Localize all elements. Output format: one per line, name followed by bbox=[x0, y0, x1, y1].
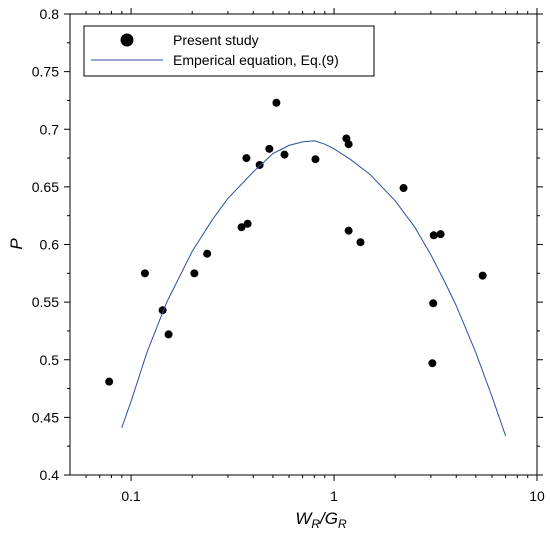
data-point bbox=[190, 269, 199, 278]
data-point bbox=[429, 231, 438, 240]
legend-label-empirical-equation: Emperical equation, Eq.(9) bbox=[173, 52, 339, 68]
axis-ticks: 0.4 0.45 0.5 0.55 0.6 0.65 0.7 0.75 0.8 0.1 1 10 bbox=[32, 6, 545, 504]
data-point bbox=[344, 140, 353, 149]
data-point bbox=[311, 155, 320, 164]
legend-label-present-study: Present study bbox=[173, 32, 259, 48]
y-tick-label: 0.4 bbox=[40, 467, 60, 483]
data-point bbox=[265, 144, 274, 153]
data-point bbox=[272, 98, 281, 107]
x-axis-title-slash: / bbox=[319, 509, 327, 528]
data-point bbox=[399, 184, 408, 193]
data-point bbox=[242, 154, 251, 163]
data-point bbox=[237, 223, 246, 232]
y-tick-label: 0.5 bbox=[40, 352, 60, 368]
data-point bbox=[280, 150, 289, 159]
y-tick-label: 0.7 bbox=[40, 121, 60, 137]
series-layer bbox=[105, 98, 507, 436]
y-tick-label: 0.6 bbox=[40, 237, 60, 253]
y-tick-label: 0.45 bbox=[32, 409, 59, 425]
x-tick-label: 10 bbox=[529, 488, 545, 504]
x-tick-label: 0.1 bbox=[121, 488, 141, 504]
y-tick-label: 0.75 bbox=[32, 64, 59, 80]
data-point bbox=[344, 226, 353, 235]
series-line-empirical-equation bbox=[121, 140, 507, 436]
data-point bbox=[164, 330, 173, 339]
data-point bbox=[140, 269, 149, 278]
x-axis-title-main2: G bbox=[325, 509, 338, 528]
x-tick-label: 1 bbox=[330, 488, 338, 504]
y-tick-label: 0.65 bbox=[32, 179, 59, 195]
x-axis-title-main1: W bbox=[295, 509, 313, 528]
data-point bbox=[428, 359, 437, 368]
data-point bbox=[478, 271, 487, 280]
x-axis-title: WR/GR bbox=[295, 509, 347, 531]
x-axis-title-sub1: R bbox=[311, 517, 320, 531]
y-tick-label: 0.55 bbox=[32, 294, 59, 310]
data-point bbox=[436, 230, 445, 239]
data-point bbox=[429, 299, 438, 308]
y-tick-label: 0.8 bbox=[40, 6, 60, 22]
y-axis-title: P bbox=[7, 238, 26, 250]
data-point bbox=[203, 249, 212, 258]
plot-frame bbox=[69, 13, 538, 476]
data-point bbox=[356, 238, 365, 247]
legend: Present study Emperical equation, Eq.(9) bbox=[83, 25, 375, 77]
data-point bbox=[105, 377, 114, 386]
data-point bbox=[243, 219, 252, 228]
legend-marker-present-study bbox=[120, 33, 134, 47]
legend-box bbox=[83, 25, 375, 77]
x-axis-title-sub2: R bbox=[338, 517, 347, 531]
data-point bbox=[255, 160, 264, 169]
